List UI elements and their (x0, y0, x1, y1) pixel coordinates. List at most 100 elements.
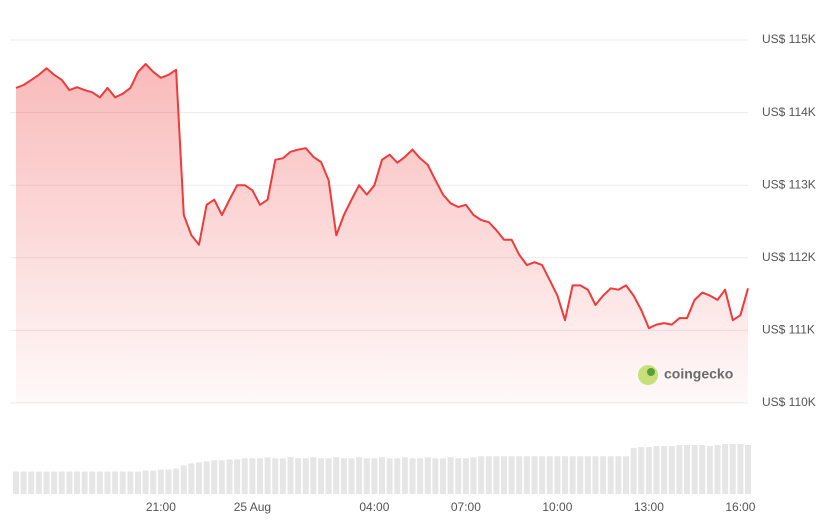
volume-bar (279, 458, 286, 494)
price-line (15, 63, 749, 330)
volume-bar (447, 457, 454, 494)
volume-bar (363, 458, 370, 494)
volume-bar (58, 471, 65, 494)
volume-bar (386, 458, 393, 494)
volume-bar (592, 456, 599, 494)
volume-bar (119, 471, 126, 494)
volume-bar (340, 458, 347, 494)
volume-bar (325, 458, 332, 494)
volume-bar (729, 444, 736, 494)
volume-bar (485, 456, 492, 494)
volume-bar (150, 470, 157, 494)
volume-bar (432, 458, 439, 494)
volume-bar (112, 471, 119, 494)
y-tick-label: US$ 115K (762, 32, 816, 46)
x-tick-label: 16:00 (725, 500, 755, 514)
volume-bar (455, 458, 462, 494)
volume-bar (379, 457, 385, 494)
volume-bar (81, 471, 88, 494)
y-tick-label: US$ 112K (762, 250, 816, 264)
volume-bar (630, 448, 637, 494)
x-tick-label: 10:00 (542, 500, 572, 514)
volume-bar (645, 447, 652, 494)
y-tick-label: US$ 113K (762, 177, 816, 191)
volume-bar (531, 456, 538, 494)
volume-bar (348, 458, 355, 494)
volume-bar (51, 471, 58, 494)
volume-bar (714, 445, 721, 494)
watermark-icon (638, 365, 658, 385)
volume-bar (706, 446, 713, 494)
volume-bar (234, 459, 241, 494)
volume-bar (135, 471, 141, 494)
volume-bar (684, 445, 690, 494)
volume-bar (96, 471, 103, 494)
x-tick-label: 13:00 (634, 500, 664, 514)
volume-bar (745, 445, 751, 494)
volume-bar (157, 469, 164, 494)
volume-bar (74, 471, 80, 494)
volume-bar (516, 456, 523, 494)
volume-bar (188, 463, 195, 494)
volume-bar (615, 456, 622, 494)
volume-bar (127, 471, 134, 494)
volume-bar (691, 445, 698, 494)
volume-bar (440, 458, 446, 494)
volume-bar (356, 457, 363, 494)
volume-bar (699, 445, 706, 494)
volume-bar (28, 471, 35, 494)
volume-bar (295, 458, 302, 494)
volume-bar (104, 471, 111, 494)
volume-bar (249, 458, 256, 494)
y-tick-label: US$ 111K (762, 323, 815, 337)
volume-bar (508, 456, 515, 494)
volume-bar (577, 456, 584, 494)
volume-bar (539, 456, 546, 494)
volume-bar (523, 456, 530, 494)
volume-bar (272, 458, 279, 494)
volume-bar (417, 458, 424, 494)
volume-bar (600, 456, 607, 494)
volume-bar (722, 444, 729, 494)
volume-bar (13, 471, 19, 494)
volume-bar (462, 458, 469, 494)
volume-bar (607, 456, 614, 494)
volume-bar (66, 471, 73, 494)
volume-bar (318, 458, 324, 494)
area (16, 64, 748, 403)
y-tick-label: US$ 114K (762, 105, 816, 119)
volume-bar (409, 458, 416, 494)
x-tick-label: 21:00 (146, 500, 176, 514)
volume-bar (546, 456, 553, 494)
volume-bar (478, 456, 485, 494)
volume-bar (257, 458, 263, 494)
volume-bar (401, 457, 408, 494)
volume-bar (569, 456, 576, 494)
volume-bar (241, 458, 248, 494)
volume-bar (142, 470, 149, 494)
volume-bar (737, 444, 744, 494)
volume-bar (165, 469, 172, 494)
watermark-icon-eye (647, 368, 655, 376)
volume-bar (302, 458, 309, 494)
volume-bar (661, 446, 668, 494)
x-tick-label: 04:00 (359, 500, 389, 514)
volume-bar (196, 462, 202, 494)
volume-bar (310, 457, 317, 494)
volume-bar (584, 456, 591, 494)
volume-bar (218, 460, 225, 494)
x-tick-label: 07:00 (451, 500, 481, 514)
volume-bar (287, 457, 294, 494)
volume-bar (20, 471, 27, 494)
volume-bar (470, 457, 477, 494)
volume-bar (493, 456, 500, 494)
volume-bar (333, 457, 340, 494)
volume-bar (180, 465, 187, 494)
y-tick-label: US$ 110K (762, 395, 816, 409)
watermark-text: coingecko (664, 366, 733, 382)
volume-bar (89, 471, 96, 494)
volume-bar (35, 471, 42, 494)
volume-bar (203, 461, 210, 494)
volume-bar (554, 456, 561, 494)
